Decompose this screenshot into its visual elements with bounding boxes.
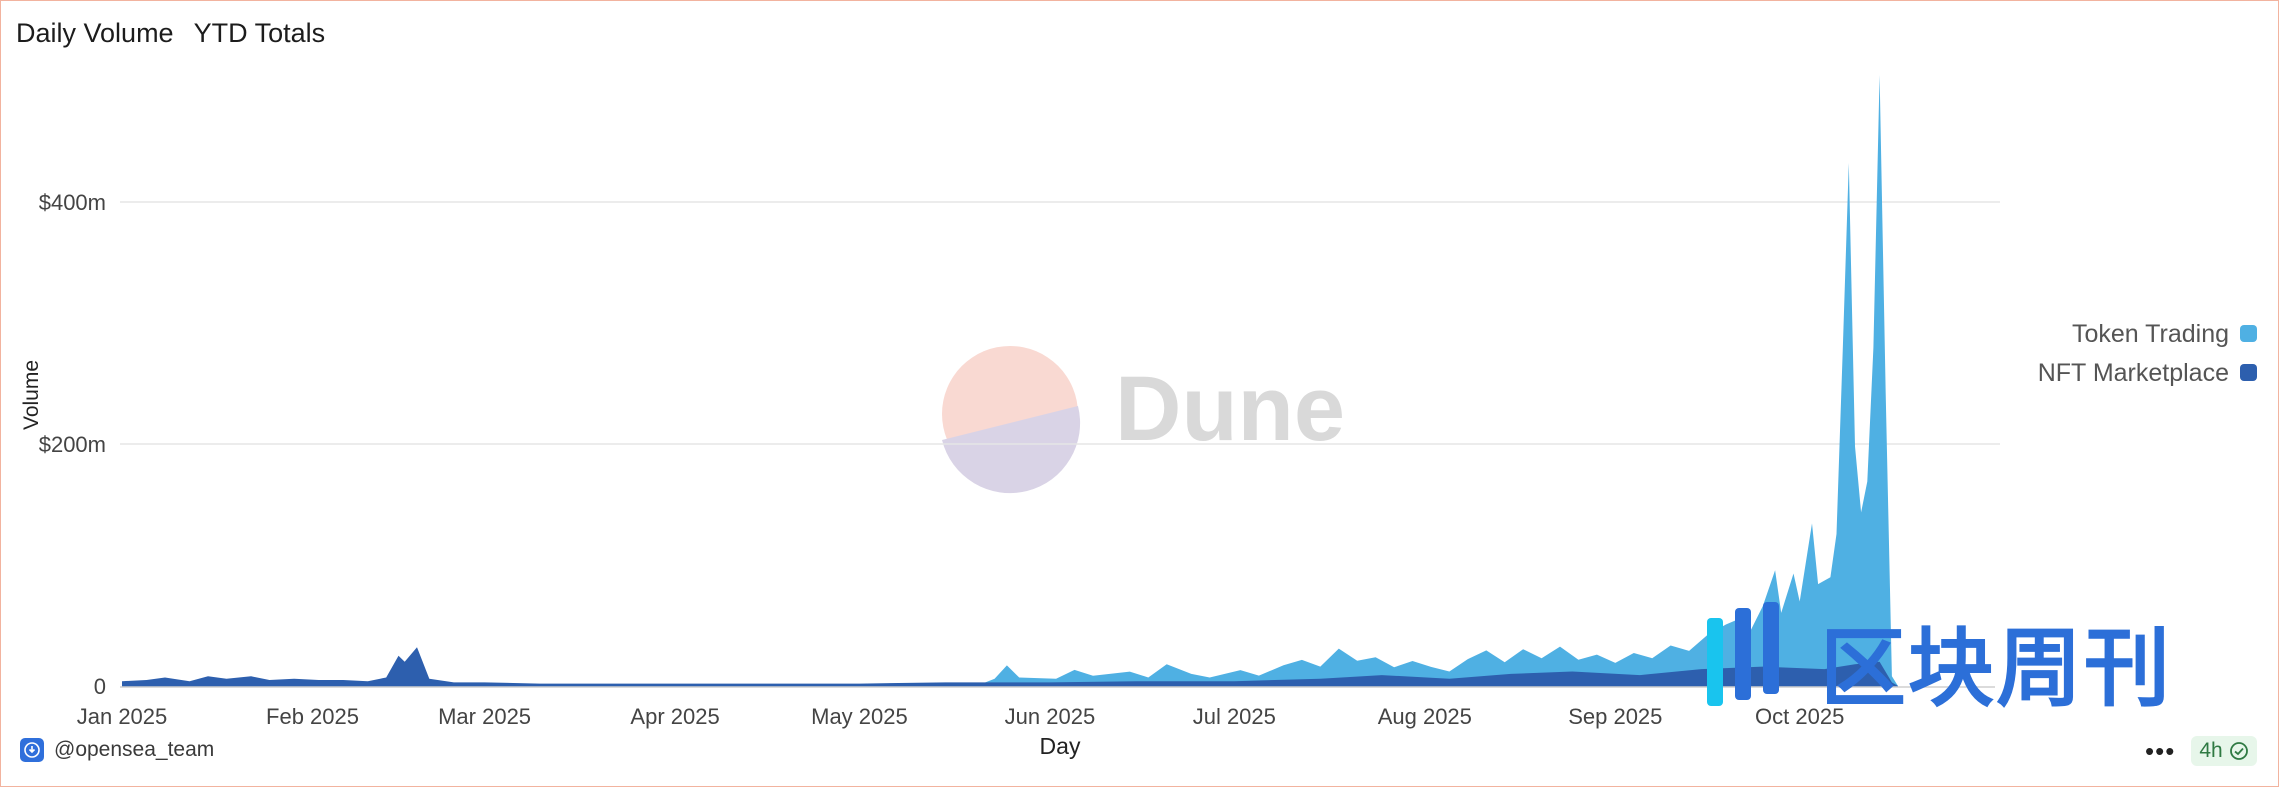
y-tick-label: $200m — [39, 432, 106, 457]
dune-logo-text: Dune — [1115, 358, 1345, 460]
legend: Token Trading NFT Marketplace — [2038, 320, 2257, 387]
refresh-age: 4h — [2199, 739, 2223, 762]
dune-watermark: Dune — [942, 346, 1345, 494]
legend-label[interactable]: Token Trading — [2072, 320, 2229, 348]
x-tick-label: Jun 2025 — [1005, 704, 1096, 729]
y-axis-label: Volume — [20, 360, 43, 430]
owner-link[interactable]: @opensea_team — [20, 738, 214, 762]
x-axis-label: Day — [1040, 733, 1081, 759]
y-tick-label: $400m — [39, 190, 106, 215]
tab-daily-volume[interactable]: Daily Volume — [16, 18, 174, 48]
check-circle-icon — [2229, 742, 2248, 760]
owner-name: @opensea_team — [54, 738, 215, 761]
refresh-status-badge[interactable]: 4h — [2191, 736, 2257, 766]
weekly-logo-icon — [1705, 600, 1795, 715]
tab-ytd-totals[interactable]: YTD Totals — [193, 18, 326, 48]
x-tick-label: Sep 2025 — [1568, 704, 1662, 729]
legend-swatch — [2240, 325, 2257, 342]
x-tick-label: Mar 2025 — [438, 704, 531, 729]
grid — [120, 201, 2000, 445]
axes: 0 $200m $400m Jan 2025 Feb 2025 Mar 2025 Apr 2… — [39, 190, 1995, 729]
x-tick-label: Aug 2025 — [1378, 704, 1472, 729]
x-tick-label: Apr 2025 — [630, 704, 719, 729]
download-icon — [20, 738, 44, 762]
tab-bar: Daily Volume YTD Totals — [16, 18, 325, 49]
x-tick-label: Feb 2025 — [266, 704, 359, 729]
x-tick-label: May 2025 — [811, 704, 908, 729]
more-options-icon[interactable]: ••• — [2145, 736, 2176, 766]
dune-logo-bottom — [942, 406, 1081, 494]
x-tick-label: Jul 2025 — [1193, 704, 1276, 729]
weekly-watermark-text: 区块周刊 — [1820, 619, 2172, 719]
legend-swatch — [2240, 364, 2257, 381]
footer-actions: ••• 4h — [2145, 736, 2257, 766]
y-tick-label: 0 — [94, 674, 106, 699]
legend-label[interactable]: NFT Marketplace — [2038, 359, 2229, 387]
series-token-trading[interactable] — [976, 75, 1898, 687]
x-tick-label: Jan 2025 — [77, 704, 168, 729]
x-tick-label: Oct 2025 — [1755, 704, 1844, 729]
